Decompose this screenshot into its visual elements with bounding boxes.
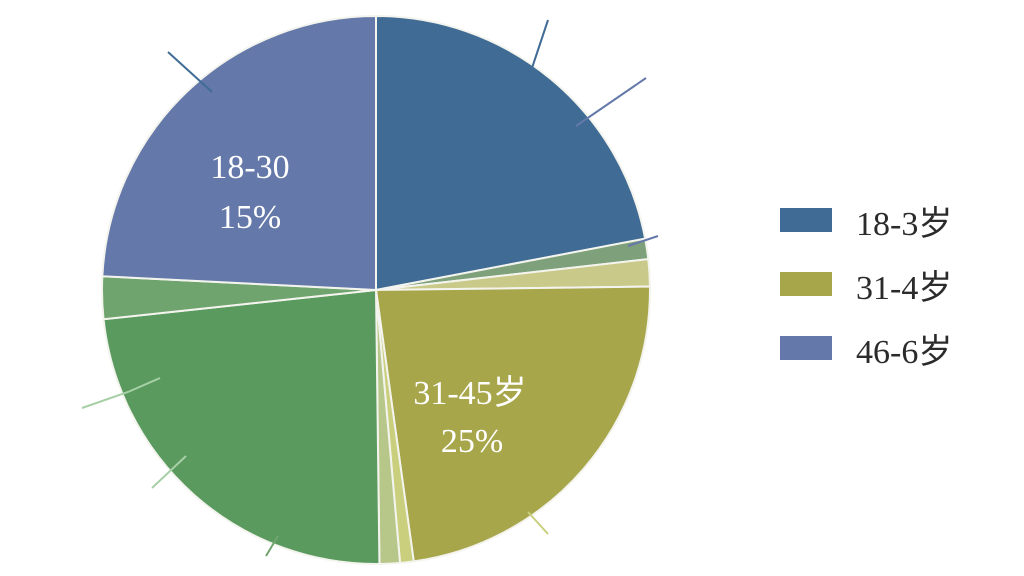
slice-label-percent-31-45: 25% bbox=[441, 423, 503, 460]
pie-slice-6 bbox=[102, 288, 381, 565]
legend-item-46-6: 46-6岁 bbox=[780, 328, 1010, 371]
legend-label: 31-4岁 bbox=[856, 269, 953, 307]
slice-label-name-31-45: 31-45岁 bbox=[413, 374, 526, 412]
callout-line-3 bbox=[627, 235, 659, 247]
legend-item-18-3: 18-3岁 bbox=[780, 200, 1010, 243]
chart-legend: 18-3岁 31-4岁 46-6岁 bbox=[780, 200, 1010, 392]
pie-slice-3 bbox=[374, 285, 651, 563]
legend-label: 18-3岁 bbox=[856, 205, 953, 243]
pie-slices bbox=[101, 14, 651, 565]
legend-label: 46-6岁 bbox=[856, 333, 953, 371]
callout-line-1 bbox=[531, 19, 549, 69]
callout-line-7 bbox=[527, 511, 549, 535]
pie-slice-8 bbox=[101, 14, 377, 292]
legend-swatch bbox=[780, 208, 832, 232]
callout-line-2 bbox=[575, 77, 647, 127]
pie-callouts bbox=[81, 19, 659, 557]
pie-slice-0 bbox=[375, 14, 647, 292]
legend-swatch bbox=[780, 336, 832, 360]
slice-label-percent-18-30: 15% bbox=[219, 199, 281, 236]
pie-labels: 18-30 15% 31-45岁 25% bbox=[210, 149, 526, 460]
slice-label-name-18-30: 18-30 bbox=[210, 149, 289, 186]
legend-item-31-4: 31-4岁 bbox=[780, 264, 1010, 307]
legend-swatch bbox=[780, 272, 832, 296]
callout-line-0 bbox=[167, 51, 213, 93]
callout-line-6 bbox=[265, 535, 279, 557]
callout-line-5 bbox=[151, 455, 187, 489]
callout-line-4 bbox=[81, 377, 161, 409]
